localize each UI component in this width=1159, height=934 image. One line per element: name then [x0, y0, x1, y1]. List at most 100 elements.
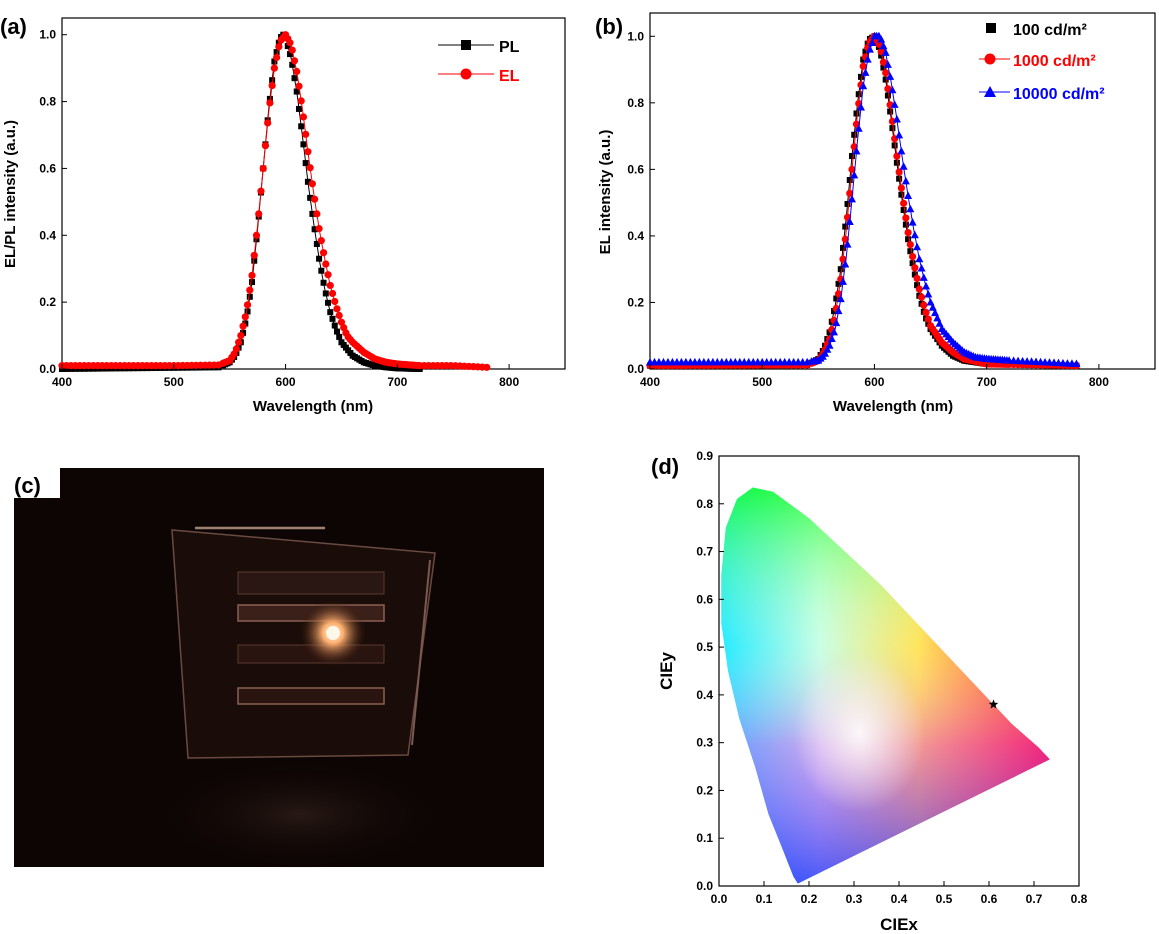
data-point-b-1: [924, 315, 932, 323]
x-ticks-b: 400 500 600 700 800: [640, 364, 1109, 389]
series-group-b: [646, 31, 1081, 370]
data-point-b-1: [920, 301, 928, 309]
data-point-b-2: [917, 264, 926, 272]
data-point-a-0: [246, 293, 253, 300]
x-tick-label-a: 600: [276, 375, 296, 389]
photo-emission-spot: [326, 626, 340, 640]
data-point-b-2: [910, 230, 919, 239]
data-point-b-1: [859, 62, 867, 70]
y-ticks-d: 0.0 0.1 0.2 0.3 0.4 0.5 0.6 0.7 0.8 0.9: [696, 449, 724, 893]
data-point-a-1: [335, 311, 343, 320]
cie-point-group: [988, 699, 999, 709]
data-point-a-1: [288, 46, 296, 54]
series-group-a: [58, 31, 491, 372]
data-point-b-2: [886, 72, 895, 80]
data-point-a-0: [304, 178, 311, 185]
legend-label-el: EL: [499, 68, 520, 85]
data-point-b-2: [836, 294, 845, 303]
data-point-b-2: [931, 308, 940, 317]
data-point-b-2: [863, 55, 872, 63]
data-point-b-2: [913, 242, 922, 251]
data-point-a-0: [298, 123, 305, 130]
data-point-a-0: [300, 141, 307, 148]
legend-marker-el: [460, 68, 472, 80]
data-point-b-2: [881, 48, 890, 56]
data-point-a-1: [297, 97, 305, 105]
data-point-b-2: [827, 334, 836, 343]
data-point-b-2: [834, 306, 843, 315]
data-point-a-1: [315, 225, 323, 233]
x-tick-label-a: 400: [52, 375, 72, 389]
data-point-a-0: [313, 240, 320, 247]
panel-label-b: (b): [595, 14, 623, 39]
data-point-a-0: [249, 279, 256, 286]
x-tick-label-b: 500: [752, 375, 772, 389]
data-point-b-1: [900, 199, 908, 207]
data-point-a-0: [244, 308, 251, 315]
data-point-b-0: [902, 221, 909, 228]
data-point-b-1: [848, 165, 856, 173]
x-tick-label-d: 0.0: [711, 892, 728, 906]
data-point-b-2: [935, 319, 944, 327]
data-point-b-2: [879, 41, 888, 50]
data-point-a-1: [257, 187, 265, 195]
data-point-b-0: [862, 48, 869, 55]
data-point-a-1: [308, 180, 316, 188]
data-point-b-1: [909, 252, 917, 261]
panel-label-a: (a): [0, 14, 27, 39]
data-point-b-0: [914, 282, 921, 289]
x-tick-label-a: 800: [499, 375, 519, 389]
x-tick-label-d: 0.7: [1026, 892, 1043, 906]
y-axis-label-a: EL/PL intensity (a.u.): [2, 120, 19, 268]
legend-label-pl: PL: [499, 39, 520, 56]
data-point-b-2: [850, 170, 859, 179]
data-point-a-1: [295, 82, 303, 90]
data-point-b-2: [915, 254, 924, 263]
data-point-a-0: [333, 328, 340, 335]
cie-gamut-white: [721, 487, 1050, 884]
data-point-a-0: [289, 61, 296, 68]
data-point-a-1: [255, 210, 263, 218]
y-tick-label-a: 1.0: [39, 28, 56, 42]
data-point-a-0: [287, 51, 294, 58]
legend-label-1000: 1000 cd/m²: [1013, 53, 1096, 70]
data-point-b-0: [905, 236, 912, 243]
photo-electrode-bottom: [237, 687, 385, 705]
photo-floor-reflection: [150, 760, 450, 870]
data-point-a-1: [299, 113, 308, 121]
y-tick-label-d: 0.1: [696, 831, 713, 845]
panel-label-d: (d): [651, 454, 679, 479]
y-tick-label-d: 0.3: [696, 736, 713, 750]
data-point-b-2: [832, 318, 841, 327]
data-point-a-0: [302, 160, 309, 167]
y-tick-label-a: 0.4: [39, 228, 56, 242]
data-point-b-1: [906, 240, 914, 249]
data-point-b-0: [846, 177, 853, 184]
data-point-b-2: [908, 218, 917, 226]
data-point-b-2: [841, 260, 850, 268]
data-point-a-1: [326, 281, 334, 290]
data-point-a-0: [336, 333, 343, 340]
data-point-a-0: [271, 58, 278, 65]
data-point-a-0: [291, 75, 298, 82]
legend-b: 100 cd/m² 1000 cd/m² 10000 cd/m²: [979, 22, 1105, 103]
data-point-b-2: [906, 204, 915, 213]
data-point-b-2: [865, 45, 874, 53]
y-ticks-a: 0.0 0.2 0.4 0.6 0.8 1.0: [39, 28, 67, 376]
data-point-b-2: [854, 124, 863, 132]
data-point-b-1: [904, 228, 912, 237]
data-point-a-0: [329, 315, 336, 322]
data-point-b-2: [848, 194, 856, 203]
y-tick-label-b: 0.0: [627, 362, 644, 376]
data-point-b-2: [825, 341, 834, 349]
data-point-b-0: [900, 206, 907, 213]
data-point-a-0: [309, 210, 316, 217]
data-point-b-2: [924, 289, 933, 298]
data-point-b-2: [843, 240, 852, 248]
data-point-b-2: [868, 38, 877, 46]
y-tick-label-d: 0.4: [696, 688, 713, 702]
data-point-b-2: [904, 191, 913, 199]
data-point-b-2: [845, 217, 854, 225]
data-point-b-2: [901, 176, 910, 185]
data-point-b-0: [833, 295, 840, 302]
